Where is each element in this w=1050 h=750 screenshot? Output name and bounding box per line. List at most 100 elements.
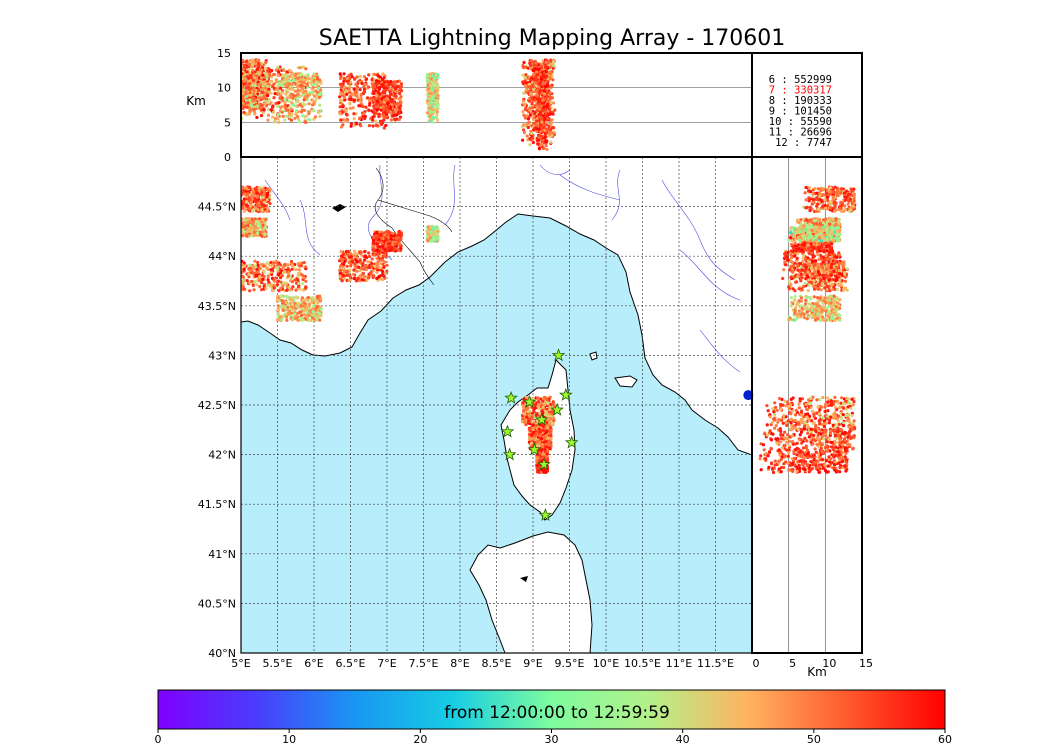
lightning-source-altlon xyxy=(339,99,343,103)
lightning-source xyxy=(360,278,364,282)
lightning-source-altlon xyxy=(533,110,537,114)
lightning-source xyxy=(298,287,302,291)
lightning-source xyxy=(381,244,385,248)
lightning-source xyxy=(551,422,555,426)
lightning-source xyxy=(254,274,258,278)
lightning-source xyxy=(358,269,362,273)
lightning-source xyxy=(256,227,261,231)
lightning-source-altlon xyxy=(264,60,268,64)
lightning-source xyxy=(261,195,265,199)
lightning-source-altlon xyxy=(425,111,429,115)
lightning-source-altlon xyxy=(529,131,534,135)
lightning-source xyxy=(372,248,376,252)
lightning-source-altlon xyxy=(277,70,281,74)
lightning-source-altlon xyxy=(352,98,356,102)
lightning-source xyxy=(544,450,548,454)
lightning-source-altlon xyxy=(306,118,310,122)
lightning-source-altlon xyxy=(345,117,349,121)
lightning-source-altlon xyxy=(266,118,270,122)
lightning-source-altlon xyxy=(362,90,366,94)
lightning-source-altlon xyxy=(255,74,259,78)
lightning-source-altlon xyxy=(394,113,399,117)
lightning-source-altlon xyxy=(376,97,380,101)
lightning-source xyxy=(532,430,536,434)
lightning-source xyxy=(309,301,314,305)
lightning-source xyxy=(365,278,369,283)
lightning-source xyxy=(355,269,359,273)
lightning-source-altlon xyxy=(368,99,372,103)
lightning-source-altlon xyxy=(292,79,296,83)
lightning-source-altlon xyxy=(355,87,359,91)
lightning-source xyxy=(362,267,366,271)
lightning-source xyxy=(343,277,347,281)
lightning-source xyxy=(535,466,539,470)
lightning-source xyxy=(263,200,267,204)
lightning-source-altlon xyxy=(341,82,345,86)
lightning-source-altlon xyxy=(289,96,293,100)
lightning-source xyxy=(432,234,436,238)
lightning-source-altlon xyxy=(277,120,281,124)
lightning-source-altlon xyxy=(253,112,257,116)
lightning-source xyxy=(279,286,283,290)
lightning-source xyxy=(297,268,301,272)
lightning-source-altlon xyxy=(431,87,435,91)
lightning-source-altlon xyxy=(435,110,439,114)
lightning-source-altlon xyxy=(521,138,525,142)
lightning-source-altlon xyxy=(295,96,299,101)
lightning-source-altlon xyxy=(383,80,387,84)
lightning-source-altlon xyxy=(284,114,288,118)
lightning-source xyxy=(253,230,257,234)
lightning-source xyxy=(540,409,544,413)
lightning-source-altlon xyxy=(264,104,269,108)
lightning-source xyxy=(381,231,385,235)
lightning-source xyxy=(347,261,351,265)
lightning-source xyxy=(278,315,282,319)
lightning-source-altlon xyxy=(260,88,265,92)
lightning-source xyxy=(374,237,378,241)
lightning-source-altlon xyxy=(290,86,294,91)
lightning-source xyxy=(384,244,388,248)
lon-tick-label: 6°E xyxy=(304,657,323,670)
lightning-source xyxy=(546,436,551,440)
lightning-source-altlon xyxy=(288,105,292,109)
lightning-source xyxy=(375,276,379,280)
lightning-source-altlon xyxy=(241,97,245,101)
lightning-source-altlon xyxy=(318,103,322,107)
lightning-source-altlon xyxy=(525,122,529,126)
lightning-source-altlon xyxy=(380,93,384,97)
lightning-source-altlon xyxy=(549,127,553,132)
lightning-source xyxy=(369,264,374,268)
lightning-source-altlon xyxy=(244,94,249,98)
lightning-source-altlon xyxy=(315,93,319,97)
lightning-source xyxy=(522,420,527,424)
lightning-source xyxy=(399,247,403,251)
lightning-source-altlon xyxy=(549,122,553,126)
lightning-source-altlon xyxy=(286,96,290,100)
lightning-source-altlon xyxy=(521,64,525,68)
lightning-source-altlon xyxy=(283,118,287,122)
lightning-source-altlon xyxy=(384,123,388,128)
lightning-source xyxy=(367,276,371,280)
lightning-source-altlon xyxy=(299,83,304,87)
lightning-source-altlon xyxy=(523,76,527,80)
lightning-source-altlon xyxy=(266,82,270,86)
lightning-source-altlon xyxy=(316,110,320,115)
lightning-source xyxy=(394,242,398,246)
lightning-source-altlon xyxy=(284,92,288,96)
lightning-source-altlon xyxy=(367,108,371,112)
lightning-source-altlon xyxy=(247,106,252,110)
lightning-source xyxy=(528,409,532,413)
lightning-source xyxy=(241,270,244,274)
lightning-source-altlon xyxy=(436,118,440,122)
lightning-source xyxy=(255,283,259,287)
lightning-source-altlon xyxy=(389,106,393,110)
lat-tick-label: 43.5°N xyxy=(198,300,236,313)
lightning-source-altlon xyxy=(298,120,302,124)
lightning-source xyxy=(276,312,280,316)
lightning-source-altlon xyxy=(310,91,314,95)
lightning-source-altlon xyxy=(398,97,402,101)
lightning-source-altlon xyxy=(372,99,376,103)
lightning-source xyxy=(255,270,259,274)
lightning-source-altlon xyxy=(242,102,246,106)
lightning-source xyxy=(266,274,270,279)
